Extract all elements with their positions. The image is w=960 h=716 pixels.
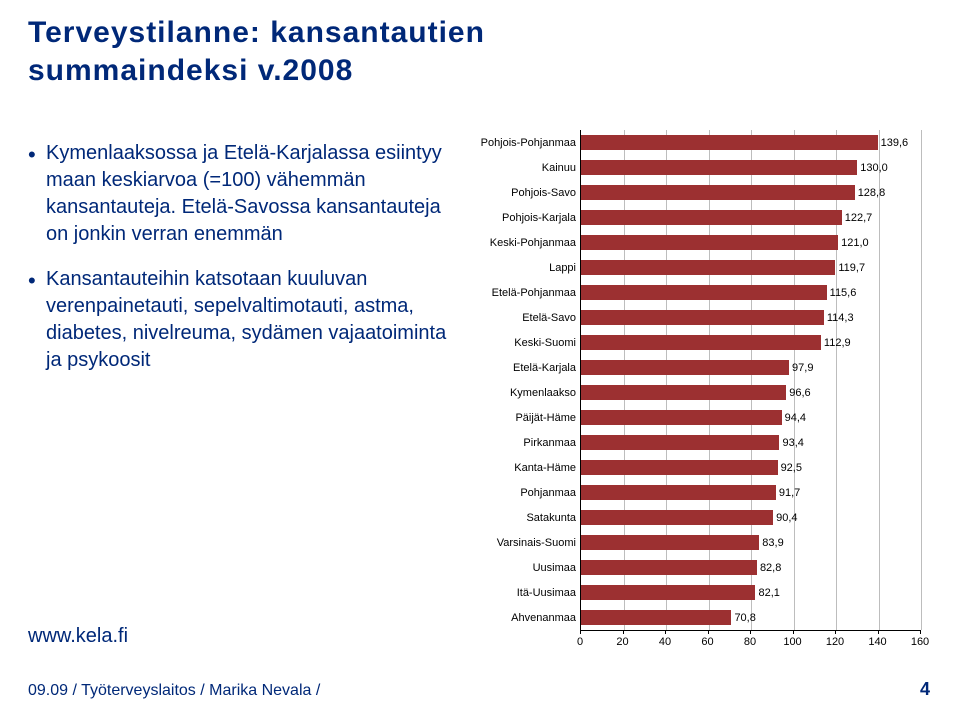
chart-value-label: 91,7 xyxy=(779,483,800,503)
chart-xtick-mark xyxy=(708,630,709,634)
chart-value-label: 139,6 xyxy=(881,133,909,153)
chart-bar xyxy=(581,435,779,450)
chart-category-label: Kainuu xyxy=(470,158,576,178)
bullet-list: Kymenlaaksossa ja Etelä-Karjalassa esiin… xyxy=(28,140,458,392)
chart-bar xyxy=(581,585,755,600)
chart-xtick-label: 20 xyxy=(616,636,628,648)
chart-gridline xyxy=(751,130,752,630)
chart-gridline xyxy=(921,130,922,630)
chart-category-label: Satakunta xyxy=(470,508,576,528)
chart-value-label: 97,9 xyxy=(792,358,813,378)
chart-plot-area: 139,6 130,0 128,8 122,7 121,0 119,7 115,6 114,3… xyxy=(580,130,921,631)
chart-bar xyxy=(581,510,773,525)
chart-bar xyxy=(581,160,857,175)
chart-bar xyxy=(581,485,776,500)
chart-category-label: Etelä-Karjala xyxy=(470,358,576,378)
chart-bar xyxy=(581,560,757,575)
chart-category-label: Pohjois-Pohjanmaa xyxy=(470,133,576,153)
chart-xtick-label: 60 xyxy=(701,636,713,648)
chart-value-label: 93,4 xyxy=(782,433,803,453)
chart-xtick-mark xyxy=(665,630,666,634)
chart-category-label: Ahvenanmaa xyxy=(470,608,576,628)
chart-bar xyxy=(581,285,827,300)
chart-category-label: Kymenlaakso xyxy=(470,383,576,403)
chart-gridline xyxy=(624,130,625,630)
chart-category-label: Lappi xyxy=(470,258,576,278)
chart-gridline xyxy=(836,130,837,630)
footer-text: 09.09 / Työterveyslaitos / Marika Nevala… xyxy=(28,682,320,700)
chart-xtick-label: 100 xyxy=(783,636,801,648)
chart-value-label: 70,8 xyxy=(734,608,755,628)
chart-category-label: Uusimaa xyxy=(470,558,576,578)
chart-value-label: 83,9 xyxy=(762,533,783,553)
chart-gridline xyxy=(709,130,710,630)
chart-xtick-label: 80 xyxy=(744,636,756,648)
chart-value-label: 90,4 xyxy=(776,508,797,528)
chart-value-label: 96,6 xyxy=(789,383,810,403)
chart-category-label: Etelä-Pohjanmaa xyxy=(470,283,576,303)
chart-value-label: 119,7 xyxy=(838,258,865,278)
chart-xtick-label: 140 xyxy=(868,636,886,648)
chart-value-label: 115,6 xyxy=(830,283,857,303)
chart-xtick-mark xyxy=(835,630,836,634)
chart-xtick-mark xyxy=(750,630,751,634)
chart-xtick-mark xyxy=(920,630,921,634)
chart-bar xyxy=(581,535,759,550)
chart-value-label: 92,5 xyxy=(781,458,802,478)
chart-bar xyxy=(581,460,778,475)
page-number: 4 xyxy=(920,679,930,700)
chart-value-label: 130,0 xyxy=(860,158,888,178)
chart-xtick-mark xyxy=(878,630,879,634)
chart-category-label: Keski-Suomi xyxy=(470,333,576,353)
chart-bar xyxy=(581,235,838,250)
bar-chart: 139,6 130,0 128,8 122,7 121,0 119,7 115,6 114,3… xyxy=(470,130,930,665)
chart-value-label: 121,0 xyxy=(841,233,869,253)
chart-bar xyxy=(581,310,824,325)
chart-xtick-label: 0 xyxy=(577,636,583,648)
slide: Terveystilanne: kansantautien summaindek… xyxy=(0,0,960,716)
chart-value-label: 82,1 xyxy=(758,583,779,603)
chart-category-label: Pirkanmaa xyxy=(470,433,576,453)
chart-xtick-mark xyxy=(623,630,624,634)
chart-xtick-label: 40 xyxy=(659,636,671,648)
chart-category-label: Pohjois-Karjala xyxy=(470,208,576,228)
chart-bar xyxy=(581,135,878,150)
chart-category-label: Varsinais-Suomi xyxy=(470,533,576,553)
chart-bar xyxy=(581,210,842,225)
chart-value-label: 94,4 xyxy=(785,408,806,428)
chart-value-label: 128,8 xyxy=(858,183,886,203)
chart-category-label: Etelä-Savo xyxy=(470,308,576,328)
chart-bar xyxy=(581,410,782,425)
chart-gridline xyxy=(879,130,880,630)
chart-category-label: Pohjois-Savo xyxy=(470,183,576,203)
chart-bar xyxy=(581,335,821,350)
chart-category-label: Pohjanmaa xyxy=(470,483,576,503)
bullet-item: Kymenlaaksossa ja Etelä-Karjalassa esiin… xyxy=(28,140,458,248)
chart-category-label: Päijät-Häme xyxy=(470,408,576,428)
chart-bar xyxy=(581,610,731,625)
chart-bar xyxy=(581,360,789,375)
chart-gridline xyxy=(794,130,795,630)
chart-value-label: 82,8 xyxy=(760,558,781,578)
chart-xtick-label: 160 xyxy=(911,636,929,648)
chart-value-label: 114,3 xyxy=(827,308,854,328)
chart-xtick-mark xyxy=(793,630,794,634)
chart-category-label: Kanta-Häme xyxy=(470,458,576,478)
slide-title: Terveystilanne: kansantautien summaindek… xyxy=(28,14,485,89)
chart-xtick-label: 120 xyxy=(826,636,844,648)
bullet-item: Kansantauteihin katsotaan kuuluvan veren… xyxy=(28,266,458,374)
chart-bar xyxy=(581,260,835,275)
chart-category-label: Keski-Pohjanmaa xyxy=(470,233,576,253)
chart-category-label: Itä-Uusimaa xyxy=(470,583,576,603)
chart-value-label: 112,9 xyxy=(824,333,851,353)
chart-gridline xyxy=(666,130,667,630)
chart-value-label: 122,7 xyxy=(845,208,873,228)
chart-xtick-mark xyxy=(580,630,581,634)
chart-bar xyxy=(581,385,786,400)
chart-bar xyxy=(581,185,855,200)
source-link: www.kela.fi xyxy=(28,625,128,648)
